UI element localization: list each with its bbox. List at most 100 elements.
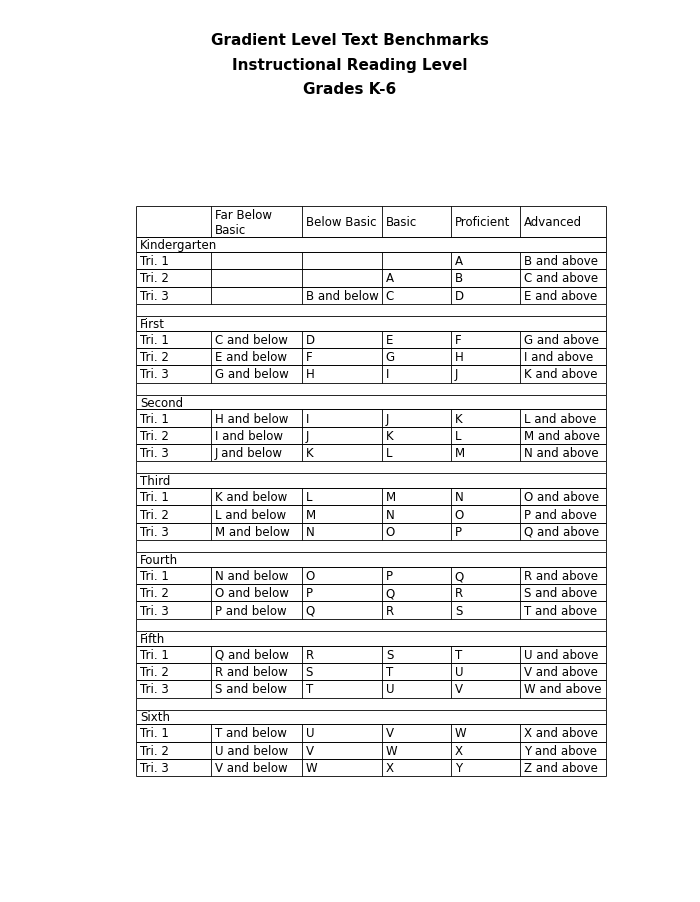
Text: Gradient Level Text Benchmarks: Gradient Level Text Benchmarks bbox=[211, 33, 489, 48]
Text: U: U bbox=[386, 683, 394, 695]
Text: M: M bbox=[455, 446, 465, 460]
Text: Tri. 1: Tri. 1 bbox=[140, 648, 169, 661]
Text: Grades K-6: Grades K-6 bbox=[303, 82, 397, 97]
Text: T: T bbox=[386, 666, 393, 678]
Text: L and below: L and below bbox=[215, 508, 286, 521]
Text: I and above: I and above bbox=[524, 351, 593, 364]
Text: I: I bbox=[386, 368, 389, 381]
Text: Advanced: Advanced bbox=[524, 216, 582, 229]
Text: J and below: J and below bbox=[215, 446, 283, 460]
Text: P and below: P and below bbox=[215, 604, 286, 617]
Text: Tri. 1: Tri. 1 bbox=[140, 569, 169, 583]
Text: H and below: H and below bbox=[215, 412, 288, 425]
Text: K and below: K and below bbox=[215, 491, 287, 503]
Text: Tri. 3: Tri. 3 bbox=[140, 368, 169, 381]
Text: Fifth: Fifth bbox=[140, 632, 165, 645]
Text: D: D bbox=[306, 334, 315, 346]
Text: Instructional Reading Level: Instructional Reading Level bbox=[232, 58, 468, 72]
Text: Tri. 3: Tri. 3 bbox=[140, 683, 169, 695]
Text: W: W bbox=[455, 727, 466, 740]
Text: O: O bbox=[306, 569, 315, 583]
Text: Tri. 2: Tri. 2 bbox=[140, 586, 169, 600]
Text: Tri. 3: Tri. 3 bbox=[140, 446, 169, 460]
Text: M and below: M and below bbox=[215, 525, 289, 538]
Text: Proficient: Proficient bbox=[455, 216, 510, 229]
Text: M: M bbox=[386, 491, 396, 503]
Text: O: O bbox=[386, 525, 395, 538]
Text: J: J bbox=[455, 368, 458, 381]
Text: W and above: W and above bbox=[524, 683, 601, 695]
Text: First: First bbox=[140, 318, 165, 330]
Text: U and below: U and below bbox=[215, 744, 288, 757]
Text: Tri. 2: Tri. 2 bbox=[140, 666, 169, 678]
Text: Tri. 3: Tri. 3 bbox=[140, 525, 169, 538]
Text: Tri. 2: Tri. 2 bbox=[140, 508, 169, 521]
Text: P: P bbox=[455, 525, 462, 538]
Text: J: J bbox=[386, 412, 389, 425]
Text: H: H bbox=[455, 351, 463, 364]
Text: Second: Second bbox=[140, 396, 183, 410]
Text: E and above: E and above bbox=[524, 290, 597, 302]
Text: B and below: B and below bbox=[306, 290, 379, 302]
Text: P and above: P and above bbox=[524, 508, 596, 521]
Text: G: G bbox=[386, 351, 395, 364]
Text: F: F bbox=[306, 351, 312, 364]
Text: J: J bbox=[306, 429, 309, 442]
Text: Tri. 1: Tri. 1 bbox=[140, 491, 169, 503]
Text: L: L bbox=[455, 429, 461, 442]
Text: C and above: C and above bbox=[524, 272, 598, 285]
Text: X: X bbox=[455, 744, 463, 757]
Text: Z and above: Z and above bbox=[524, 761, 598, 774]
Text: N: N bbox=[386, 508, 395, 521]
Text: Fourth: Fourth bbox=[140, 554, 178, 566]
Text: K: K bbox=[386, 429, 393, 442]
Text: Kindergarten: Kindergarten bbox=[140, 239, 218, 252]
Text: O and below: O and below bbox=[215, 586, 288, 600]
Text: Tri. 1: Tri. 1 bbox=[140, 334, 169, 346]
Text: N: N bbox=[306, 525, 314, 538]
Text: T: T bbox=[455, 648, 462, 661]
Text: S and below: S and below bbox=[215, 683, 287, 695]
Text: V: V bbox=[306, 744, 314, 757]
Text: Tri. 3: Tri. 3 bbox=[140, 761, 169, 774]
Text: P: P bbox=[386, 569, 393, 583]
Text: S: S bbox=[306, 666, 313, 678]
Text: A: A bbox=[455, 255, 463, 268]
Text: G and above: G and above bbox=[524, 334, 598, 346]
Text: B and above: B and above bbox=[524, 255, 598, 268]
Text: Sixth: Sixth bbox=[140, 711, 170, 723]
Text: K and above: K and above bbox=[524, 368, 597, 381]
Text: N: N bbox=[455, 491, 463, 503]
Text: O: O bbox=[455, 508, 464, 521]
Text: Tri. 1: Tri. 1 bbox=[140, 727, 169, 740]
Text: V and below: V and below bbox=[215, 761, 287, 774]
Text: Tri. 2: Tri. 2 bbox=[140, 351, 169, 364]
Text: R and above: R and above bbox=[524, 569, 598, 583]
Text: V and above: V and above bbox=[524, 666, 598, 678]
Text: K: K bbox=[306, 446, 314, 460]
Text: Y and above: Y and above bbox=[524, 744, 597, 757]
Text: H: H bbox=[306, 368, 314, 381]
Text: Q and above: Q and above bbox=[524, 525, 599, 538]
Text: Q and below: Q and below bbox=[215, 648, 288, 661]
Text: W: W bbox=[386, 744, 398, 757]
Text: W: W bbox=[306, 761, 317, 774]
Text: Basic: Basic bbox=[386, 216, 417, 229]
Text: Tri. 1: Tri. 1 bbox=[140, 412, 169, 425]
Text: T and below: T and below bbox=[215, 727, 286, 740]
Text: R and below: R and below bbox=[215, 666, 288, 678]
Text: Tri. 3: Tri. 3 bbox=[140, 290, 169, 302]
Text: S: S bbox=[455, 604, 462, 617]
Text: L and above: L and above bbox=[524, 412, 596, 425]
Text: S and above: S and above bbox=[524, 586, 597, 600]
Text: A: A bbox=[386, 272, 394, 285]
Text: U: U bbox=[455, 666, 463, 678]
Text: R: R bbox=[455, 586, 463, 600]
Text: Q: Q bbox=[386, 586, 395, 600]
Text: B: B bbox=[455, 272, 463, 285]
Text: I and below: I and below bbox=[215, 429, 283, 442]
Text: F: F bbox=[455, 334, 461, 346]
Text: G and below: G and below bbox=[215, 368, 288, 381]
Text: I: I bbox=[306, 412, 309, 425]
Text: U and above: U and above bbox=[524, 648, 598, 661]
